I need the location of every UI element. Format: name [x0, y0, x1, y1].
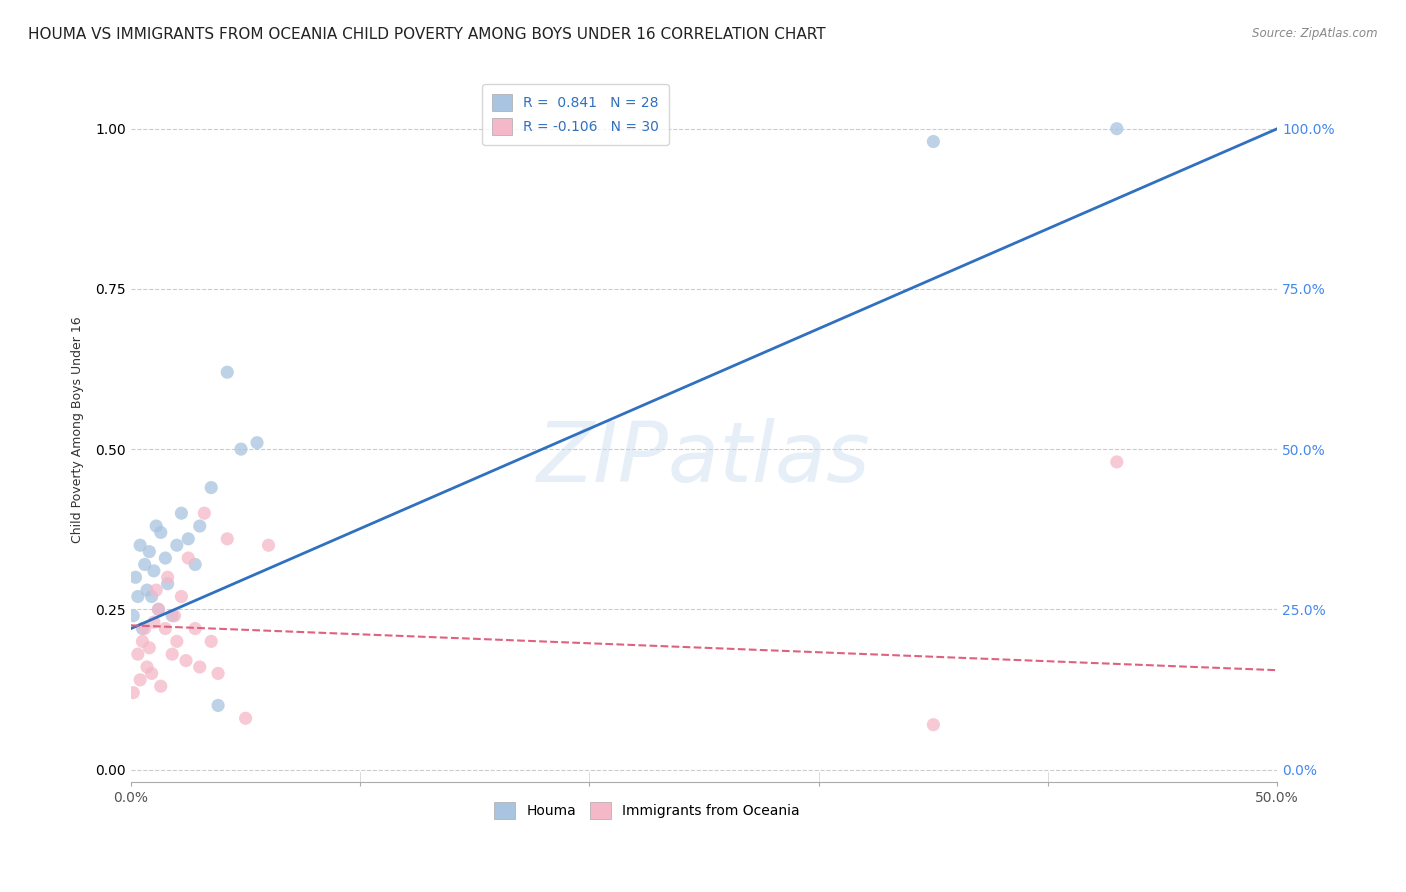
Point	[193, 506, 215, 520]
Point	[188, 519, 211, 533]
Point	[177, 532, 200, 546]
Point	[246, 435, 269, 450]
Point	[141, 666, 163, 681]
Point	[138, 640, 160, 655]
Point	[122, 685, 145, 699]
Point	[155, 622, 177, 636]
Point	[922, 135, 945, 149]
Point	[229, 442, 252, 456]
Point	[166, 538, 188, 552]
Point	[200, 481, 222, 495]
Point	[200, 634, 222, 648]
Point	[136, 660, 159, 674]
Point	[127, 647, 149, 661]
Point	[235, 711, 257, 725]
Point	[145, 583, 167, 598]
Point	[145, 519, 167, 533]
Y-axis label: Child Poverty Among Boys Under 16: Child Poverty Among Boys Under 16	[72, 317, 84, 543]
Text: Source: ZipAtlas.com: Source: ZipAtlas.com	[1253, 27, 1378, 40]
Point	[184, 622, 207, 636]
Point	[149, 525, 172, 540]
Point	[142, 564, 165, 578]
Point	[207, 698, 229, 713]
Point	[149, 679, 172, 693]
Point	[217, 365, 239, 379]
Point	[170, 506, 193, 520]
Point	[148, 602, 170, 616]
Point	[170, 590, 193, 604]
Point	[122, 608, 145, 623]
Point	[129, 538, 152, 552]
Point	[142, 615, 165, 629]
Point	[166, 634, 188, 648]
Point	[207, 666, 229, 681]
Point	[184, 558, 207, 572]
Point	[160, 647, 183, 661]
Point	[174, 654, 197, 668]
Point	[129, 673, 152, 687]
Point	[922, 717, 945, 731]
Point	[257, 538, 280, 552]
Point	[131, 622, 153, 636]
Point	[160, 608, 183, 623]
Point	[136, 583, 159, 598]
Point	[134, 558, 156, 572]
Text: ZIPatlas: ZIPatlas	[537, 417, 870, 499]
Point	[134, 622, 156, 636]
Point	[131, 634, 153, 648]
Point	[188, 660, 211, 674]
Point	[163, 608, 186, 623]
Point	[155, 551, 177, 566]
Point	[141, 590, 163, 604]
Point	[127, 590, 149, 604]
Point	[138, 544, 160, 558]
Point	[156, 570, 179, 584]
Point	[217, 532, 239, 546]
Point	[1105, 121, 1128, 136]
Point	[124, 570, 146, 584]
Legend: Houma, Immigrants from Oceania: Houma, Immigrants from Oceania	[489, 797, 804, 825]
Point	[1105, 455, 1128, 469]
Point	[177, 551, 200, 566]
Point	[148, 602, 170, 616]
Text: HOUMA VS IMMIGRANTS FROM OCEANIA CHILD POVERTY AMONG BOYS UNDER 16 CORRELATION C: HOUMA VS IMMIGRANTS FROM OCEANIA CHILD P…	[28, 27, 825, 42]
Point	[156, 576, 179, 591]
